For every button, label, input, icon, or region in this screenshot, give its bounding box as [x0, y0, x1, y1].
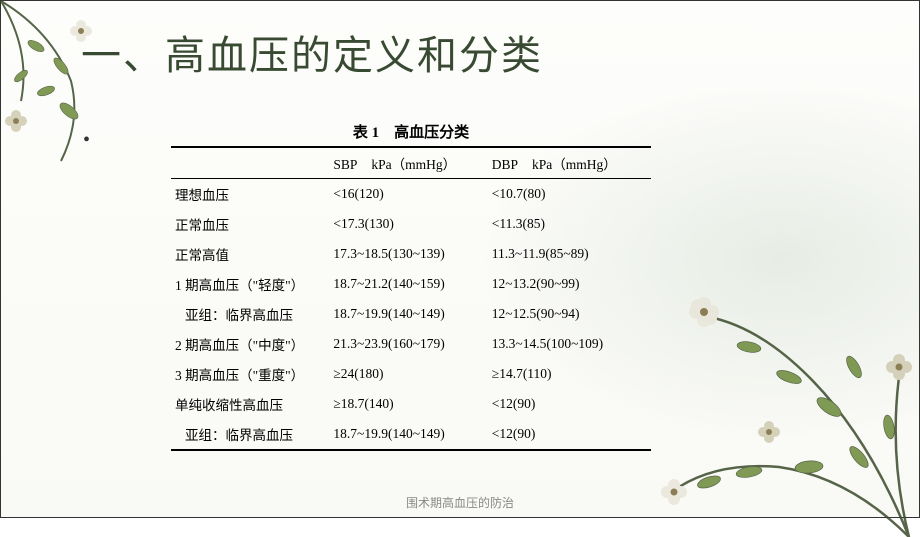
- table-container: 表 1 高血压分类 SBP kPa（mmHg） DBP kPa（mmHg） 理想血压…: [171, 121, 651, 451]
- row-dbp: 12~13.2(90~99): [488, 269, 651, 299]
- row-sbp: ≥24(180): [329, 359, 487, 389]
- row-dbp: 12~12.5(90~94): [488, 299, 651, 329]
- row-sbp: <16(120): [329, 179, 487, 210]
- table-row: 亚组：临界高血压18.7~19.9(140~149)12~12.5(90~94): [171, 299, 651, 329]
- slide: 一、高血压的定义和分类 • 表 1 高血压分类 SBP kPa（mmHg） DBP…: [0, 0, 920, 518]
- row-sbp: 21.3~23.9(160~179): [329, 329, 487, 359]
- row-label: 正常血压: [171, 209, 329, 239]
- row-label: 亚组：临界高血压: [171, 419, 329, 450]
- header-sbp: SBP kPa（mmHg）: [329, 147, 487, 179]
- header-sbp-main: SBP: [333, 157, 357, 173]
- table-caption: 表 1 高血压分类: [171, 121, 651, 142]
- table-row: 3 期高血压（"重度"）≥24(180)≥14.7(110): [171, 359, 651, 389]
- row-sbp: 18.7~21.2(140~159): [329, 269, 487, 299]
- table-row: 单纯收缩性高血压≥18.7(140)<12(90): [171, 389, 651, 419]
- row-dbp: 11.3~11.9(85~89): [488, 239, 651, 269]
- row-label: 理想血压: [171, 179, 329, 210]
- row-label: 亚组：临界高血压: [171, 299, 329, 329]
- row-label: 1 期高血压（"轻度"）: [171, 269, 329, 299]
- table-body: 理想血压<16(120)<10.7(80)正常血压<17.3(130)<11.3…: [171, 179, 651, 451]
- row-label: 单纯收缩性高血压: [171, 389, 329, 419]
- row-label: 3 期高血压（"重度"）: [171, 359, 329, 389]
- row-dbp: <11.3(85): [488, 209, 651, 239]
- row-dbp: <10.7(80): [488, 179, 651, 210]
- row-dbp: ≥14.7(110): [488, 359, 651, 389]
- row-label: 2 期高血压（"中度"）: [171, 329, 329, 359]
- table-row: 理想血压<16(120)<10.7(80): [171, 179, 651, 210]
- row-sbp: ≥18.7(140): [329, 389, 487, 419]
- table-header-row: SBP kPa（mmHg） DBP kPa（mmHg）: [171, 147, 651, 179]
- table-row: 1 期高血压（"轻度"）18.7~21.2(140~159)12~13.2(90…: [171, 269, 651, 299]
- slide-footer: 围术期高血压的防治: [1, 494, 919, 511]
- table-row: 正常血压<17.3(130)<11.3(85): [171, 209, 651, 239]
- table-row: 正常高值17.3~18.5(130~139)11.3~11.9(85~89): [171, 239, 651, 269]
- bp-classification-table: SBPkPa（mmHg） DBPkPa（mmHg） 理想血压<16(120)<1…: [171, 146, 651, 451]
- row-dbp: <12(90): [488, 389, 651, 419]
- row-label: 正常高值: [171, 239, 329, 269]
- row-sbp: 18.7~19.9(140~149): [329, 419, 487, 450]
- header-dbp-unit: kPa（mmHg）: [532, 153, 617, 173]
- header-sbp-unit: kPa（mmHg）: [371, 153, 456, 173]
- row-sbp: 18.7~19.9(140~149): [329, 299, 487, 329]
- slide-title: 一、高血压的定义和分类: [81, 23, 543, 81]
- row-sbp: <17.3(130): [329, 209, 487, 239]
- header-empty: [171, 147, 329, 179]
- bullet-dot: •: [83, 129, 90, 152]
- header-dbp: DBP kPa（mmHg）: [488, 147, 651, 179]
- table-row: 亚组：临界高血压18.7~19.9(140~149)<12(90): [171, 419, 651, 450]
- row-sbp: 17.3~18.5(130~139): [329, 239, 487, 269]
- header-dbp-main: DBP: [492, 157, 518, 173]
- row-dbp: <12(90): [488, 419, 651, 450]
- row-dbp: 13.3~14.5(100~109): [488, 329, 651, 359]
- table-row: 2 期高血压（"中度"）21.3~23.9(160~179)13.3~14.5(…: [171, 329, 651, 359]
